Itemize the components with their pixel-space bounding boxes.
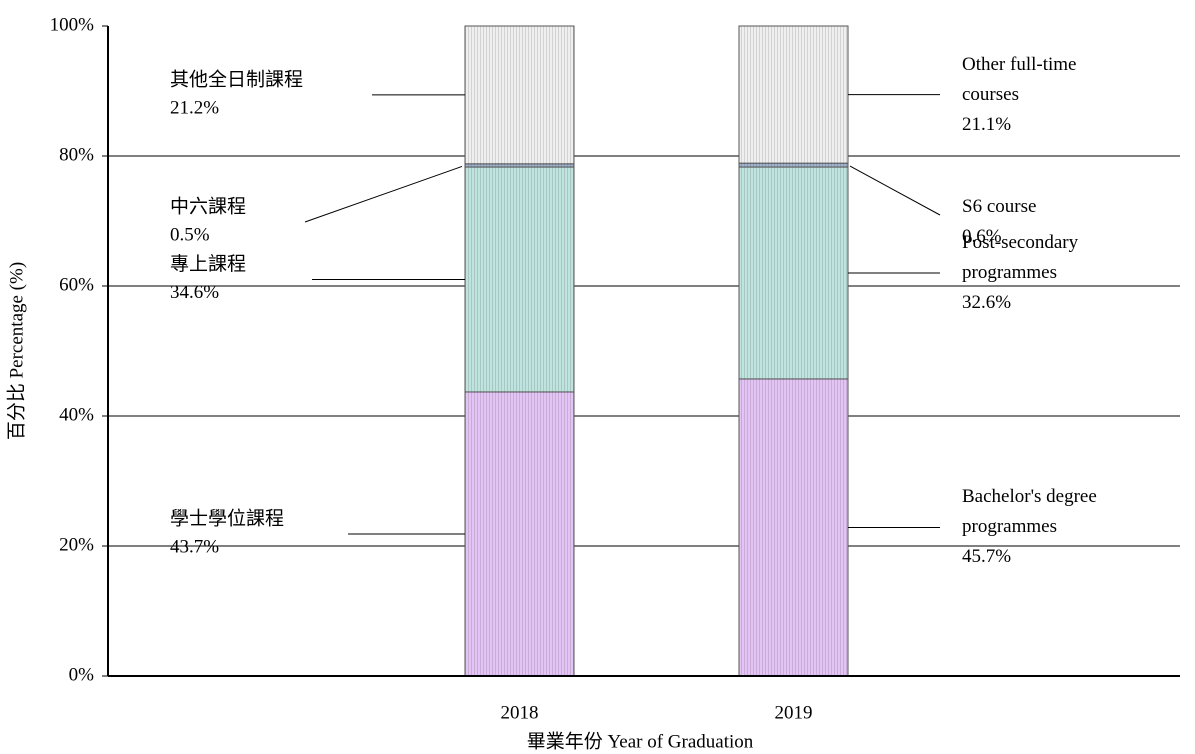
annotation-value: 45.7% <box>962 546 1012 568</box>
annotation: Bachelor's degree programmes 45.7% <box>962 467 1137 587</box>
annotation-value: 0.6% <box>962 226 1002 247</box>
x-tick-label: 2018 <box>501 702 539 723</box>
annotation-value: 43.7% <box>170 536 219 557</box>
annotation-name: 其他全日制課程 <box>170 68 303 90</box>
annotation: Post-secondary programmes 32.6% <box>962 213 1137 333</box>
bar-segment <box>464 25 575 165</box>
x-axis-title: 畢業年份 Year of Graduation <box>527 730 754 752</box>
annotation-name: Bachelor's degree programmes <box>962 486 1097 538</box>
annotation-name: Post-secondary programmes <box>962 232 1079 283</box>
y-tick-label: 0% <box>69 664 95 685</box>
bar-segment <box>738 25 849 164</box>
annotation-value: 0.5% <box>170 224 210 245</box>
annotation-block: Bachelor's degree programmes 45.7% <box>962 467 1137 587</box>
annotation-block: Post-secondary programmes 32.6% <box>962 213 1137 333</box>
y-tick-label: 100% <box>50 14 95 35</box>
annotation-name: 專上課程 <box>170 253 246 275</box>
annotation: S6 course 0.6% <box>962 162 1137 282</box>
annotation: Other full-time courses 21.1% <box>962 35 1137 155</box>
annotation-block: S6 course 0.6% <box>962 162 1137 282</box>
annotation-name: Other full-time courses <box>962 53 1077 105</box>
annotation-value: 34.6% <box>170 282 219 303</box>
annotation-value: 21.1% <box>962 113 1012 135</box>
annotation-name: S6 course <box>962 196 1037 217</box>
y-tick-label: 20% <box>59 534 94 555</box>
annotation-value: 21.2% <box>170 97 219 118</box>
y-tick-label: 60% <box>59 274 94 295</box>
annotation-value: 32.6% <box>962 292 1012 313</box>
leader-line <box>849 165 941 216</box>
y-axis-title: 百分比 Percentage (%) <box>5 262 27 440</box>
bar-segment <box>738 378 849 677</box>
annotation-name: 中六課程 <box>170 195 246 217</box>
bar-segment <box>464 166 575 393</box>
x-tick-label: 2019 <box>775 702 813 723</box>
y-tick-label: 40% <box>59 404 94 425</box>
leader-line <box>304 165 463 223</box>
bar-segment <box>464 391 575 677</box>
y-tick-label: 80% <box>59 144 94 165</box>
bar-segment <box>738 166 849 380</box>
annotation-name: 學士學位課程 <box>170 507 284 529</box>
annotation-block: Other full-time courses 21.1% <box>962 35 1137 155</box>
bar-segment <box>738 162 849 168</box>
